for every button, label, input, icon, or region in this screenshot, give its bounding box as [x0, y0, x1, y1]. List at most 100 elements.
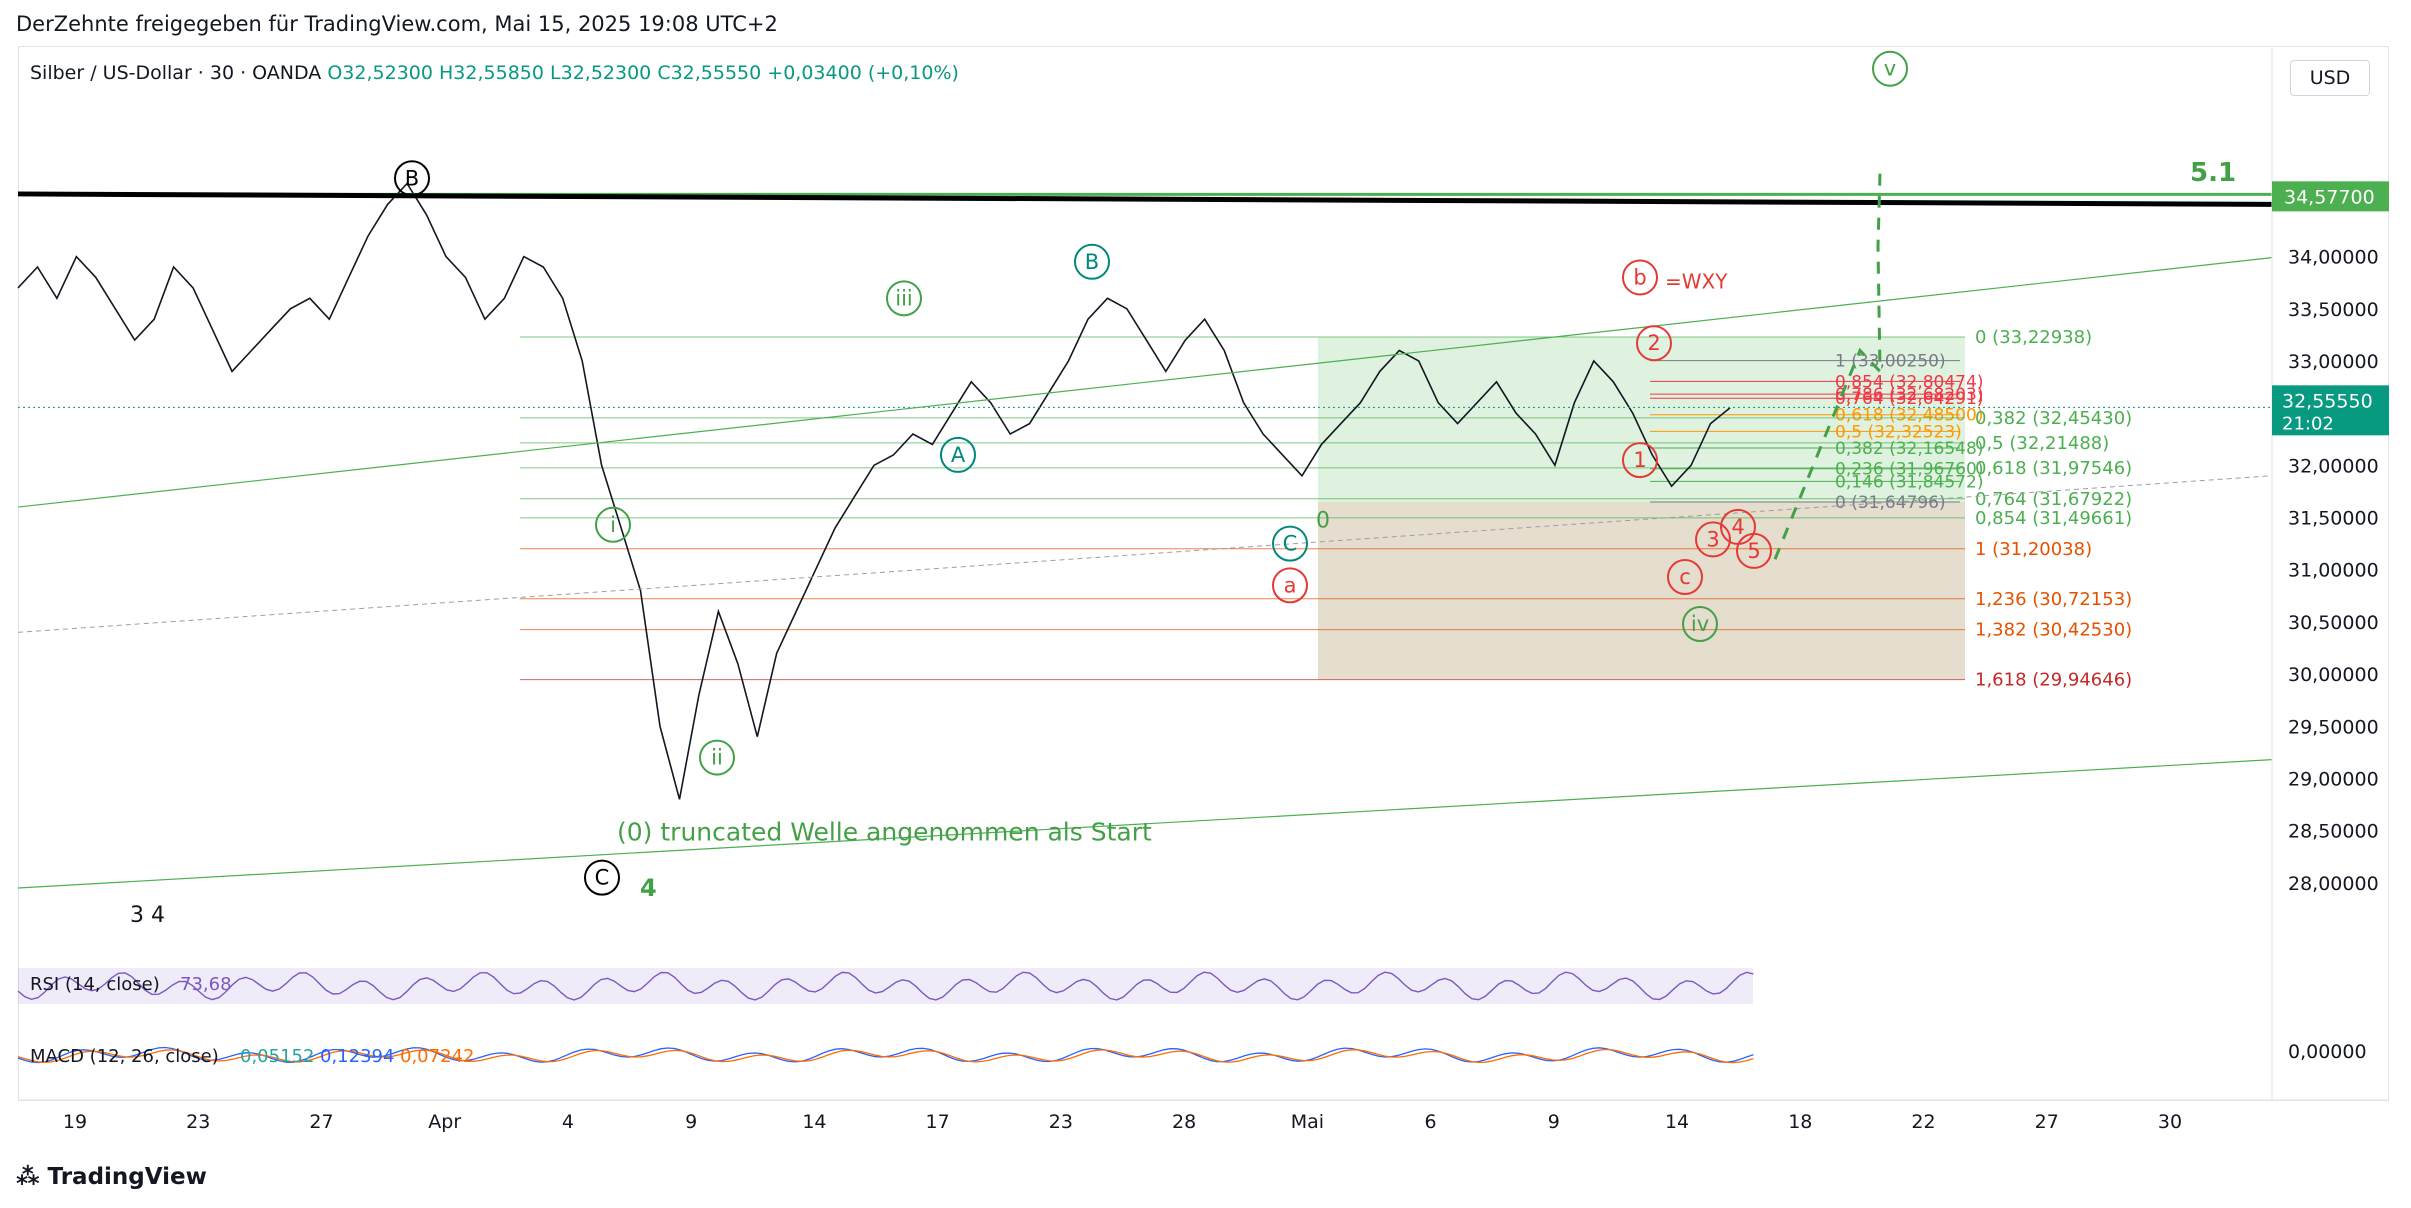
wave-label-b: b — [1633, 265, 1646, 289]
last-price-label: 32,55550 — [2282, 390, 2373, 412]
x-tick-label: Mai — [1291, 1111, 1324, 1133]
fib-retrace-label: 0,618 (32,48500) — [1835, 406, 1983, 426]
wave-label-c: c — [1679, 565, 1691, 589]
subwave-label-1-circle — [1622, 442, 1658, 479]
macd-signal-value: 0,07242 — [400, 1046, 474, 1067]
tradingview-logo-text: TradingView — [47, 1164, 207, 1190]
x-tick-label: Apr — [428, 1111, 461, 1133]
fib-retrace-label: 0 (31,64796) — [1835, 493, 1946, 513]
y-tick-label: 33,00000 — [2288, 351, 2379, 373]
rsi-value: 73,68 — [180, 974, 232, 995]
wave-label-ii-circle — [699, 739, 735, 776]
tradingview-logo-icon: ⁂ — [16, 1164, 48, 1190]
share-caption: DerZehnte freigegeben für TradingView.co… — [16, 12, 778, 36]
x-tick-label: 27 — [2035, 1111, 2059, 1133]
marker-B: B — [405, 166, 419, 190]
fib-retrace-label: 0,382 (32,16548) — [1835, 439, 1983, 459]
fib-ext-label: 1,236 (30,72153) — [1975, 589, 2132, 610]
fib-retrace-label: 0,786 (32,68203) — [1835, 385, 1983, 405]
y-tick-label: 28,50000 — [2288, 821, 2379, 843]
fib-retrace-label: 1 (33,00250) — [1835, 352, 1946, 372]
y-tick-label: 31,50000 — [2288, 508, 2379, 530]
x-tick-label: 9 — [685, 1111, 697, 1133]
currency-button[interactable]: USD — [2290, 60, 2370, 96]
fib-ext-label: 0 (33,22938) — [1975, 327, 2092, 348]
wave-label-c-circle — [1667, 558, 1703, 595]
fib-ext-label: 0,618 (31,97546) — [1975, 458, 2132, 479]
x-tick-label: 14 — [1665, 1111, 1689, 1133]
fib-zone-lower — [1318, 502, 1965, 680]
y-tick-label: 30,00000 — [2288, 664, 2379, 686]
level-tag — [2272, 181, 2389, 212]
subwave-label-4: 4 — [1731, 515, 1744, 539]
wave-label-iii-circle — [886, 280, 922, 317]
macd-hist-value: 0,05152 — [240, 1046, 314, 1067]
y-tick-label: 34,00000 — [2288, 247, 2379, 269]
count-3-4: 3 4 — [130, 903, 165, 928]
wave-label-iii: iii — [895, 286, 913, 310]
subwave-label-3-circle — [1695, 521, 1731, 558]
subwave-label-1: 1 — [1633, 448, 1646, 472]
x-tick-label: 27 — [309, 1111, 333, 1133]
wave-label-a: a — [1284, 573, 1297, 597]
count-0: 0 — [1316, 509, 1330, 534]
subwave-label-5-circle — [1736, 532, 1772, 569]
projection-path — [1773, 173, 1882, 560]
marker-C-circle — [584, 859, 620, 896]
fib-retrace-label: 0,854 (32,80474) — [1835, 372, 1983, 392]
fib-ext-label: 1,618 (29,94646) — [1975, 670, 2132, 691]
x-tick-label: 23 — [186, 1111, 210, 1133]
tradingview-logo[interactable]: ⁂ TradingView — [16, 1164, 207, 1190]
price-line — [17, 182, 1731, 800]
wave-label-ii: ii — [711, 746, 723, 770]
fib-ext-label: 0,854 (31,49661) — [1975, 508, 2132, 529]
wave-label-C: C — [1283, 532, 1298, 556]
y-tick-label: 33,50000 — [2288, 299, 2379, 321]
subwave-label-2-circle — [1636, 325, 1672, 362]
y-tick-label: 29,00000 — [2288, 768, 2379, 790]
y-tick-label: 29,50000 — [2288, 716, 2379, 738]
x-tick-label: 28 — [1172, 1111, 1196, 1133]
rsi-band — [18, 968, 1753, 1004]
x-tick-label: 30 — [2158, 1111, 2182, 1133]
wave-label-a-circle — [1272, 567, 1308, 604]
wave-label-iv-circle — [1682, 605, 1718, 642]
y-tick-label: 28,00000 — [2288, 873, 2379, 895]
macd-label: MACD (12, 26, close) — [30, 1046, 219, 1067]
count-4: 4 — [640, 874, 657, 902]
fib-ext-label: 0,764 (31,67922) — [1975, 489, 2132, 510]
truncated-note: (0) truncated Welle angenommen als Start — [617, 818, 1152, 847]
resistance-trendline — [17, 191, 2273, 207]
x-tick-label: 4 — [562, 1111, 574, 1133]
level-label: 34,57700 — [2284, 186, 2375, 208]
macd-axis-label: 0,00000 — [2288, 1041, 2367, 1063]
x-tick-label: 22 — [1911, 1111, 1935, 1133]
subwave-label-2: 2 — [1647, 331, 1660, 355]
wave-label-v-circle — [1872, 50, 1908, 87]
countdown-label: 21:02 — [2282, 413, 2334, 434]
macd-value: 0,12394 — [320, 1046, 394, 1067]
fib-ext-label: 1 (31,20038) — [1975, 539, 2092, 560]
channel-upper-line — [17, 257, 2273, 508]
change-value: +0,03400 (+0,10%) — [767, 62, 959, 84]
wave-label-iv: iv — [1691, 612, 1709, 636]
subwave-label-3: 3 — [1706, 527, 1719, 551]
x-tick-label: 17 — [926, 1111, 950, 1133]
symbol-name[interactable]: Silber / US-Dollar · 30 · OANDA — [30, 62, 322, 84]
subwave-label-5: 5 — [1747, 539, 1760, 563]
macd-signal-line — [17, 1048, 1754, 1064]
fib-retrace-label: 0,146 (31,84572) — [1835, 472, 1983, 492]
dashed-trendline — [17, 475, 2273, 633]
wave-label-b-circle — [1622, 259, 1658, 296]
high-value: H32,55850 — [439, 62, 544, 84]
open-value: O32,52300 — [327, 62, 433, 84]
fib-ext-label: 0,5 (32,21488) — [1975, 433, 2109, 454]
low-value: L32,52300 — [550, 62, 652, 84]
wave-label-v: v — [1884, 57, 1896, 81]
marker-B-circle — [394, 160, 430, 197]
wave-label-A-circle — [940, 436, 976, 473]
marker-C: C — [595, 866, 610, 890]
last-price-tag — [2272, 385, 2389, 436]
close-value: C32,55550 — [657, 62, 762, 84]
